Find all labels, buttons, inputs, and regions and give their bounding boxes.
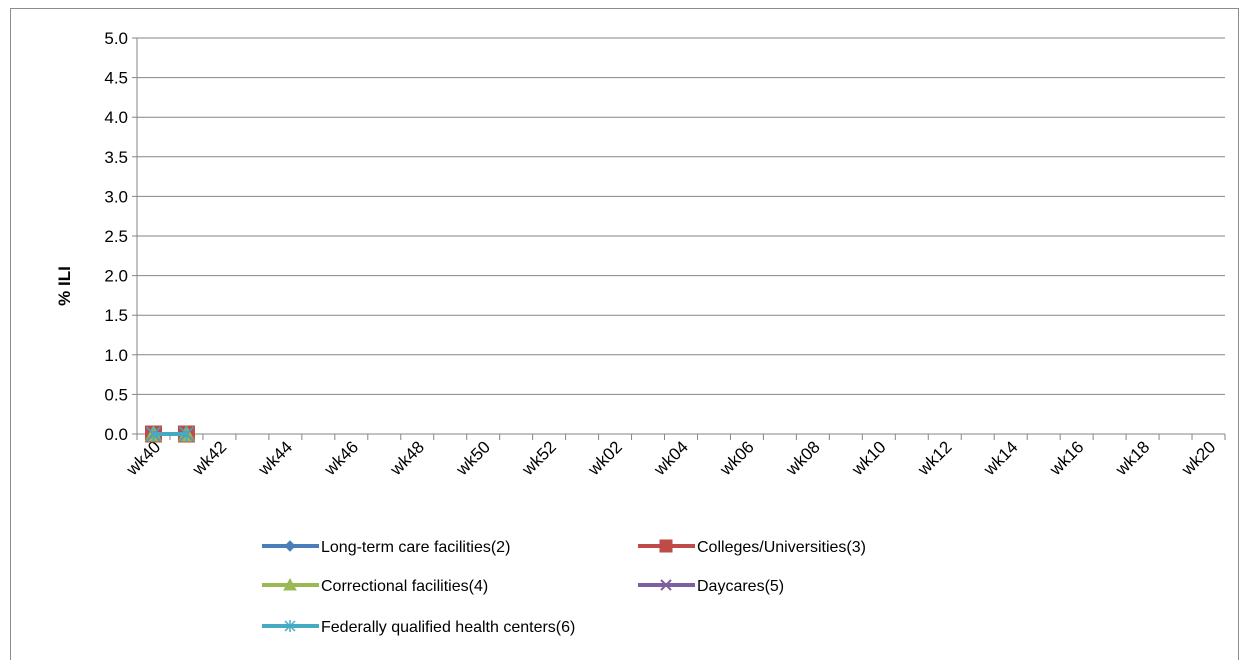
data-point	[284, 620, 296, 632]
x-tick-label: wk14	[979, 437, 1021, 479]
gridlines	[137, 37, 1225, 395]
legend-label: Long-term care facilities(2)	[321, 539, 510, 556]
y-tick-label: 1.0	[104, 346, 128, 365]
series-5	[145, 426, 194, 442]
x-tick-label: wk42	[188, 437, 230, 479]
x-tick-label: wk48	[386, 437, 428, 479]
data-point	[284, 540, 296, 552]
y-tick-label: 3.5	[104, 148, 128, 167]
x-tick-label: wk44	[254, 437, 296, 479]
x-tick-label: wk46	[320, 437, 362, 479]
x-tick-label: wk50	[452, 437, 494, 479]
legend-label: Federally qualified health centers(6)	[321, 619, 575, 636]
y-tick-label: 1.5	[104, 306, 128, 325]
x-tick-label: wk20	[1177, 437, 1219, 479]
y-tick-label: 4.0	[104, 108, 128, 127]
y-tick-label: 0.5	[104, 385, 128, 404]
x-tick-label: wk04	[650, 437, 692, 479]
y-tick-labels: 0.0 0.5 1.0 1.5 2.0 2.5 3.0 3.5 4.0 4.5 5.0	[104, 29, 128, 444]
legend: Long-term care facilities(2) Colleges/Uni…	[262, 539, 866, 636]
x-tick-label: wk10	[847, 437, 889, 479]
data-point	[659, 539, 673, 553]
x-tick-label: wk12	[913, 437, 955, 479]
legend-item: Correctional facilities(4)	[262, 577, 488, 595]
data-point	[178, 426, 194, 442]
legend-label: Daycares(5)	[697, 578, 784, 595]
y-tick-label: 5.0	[104, 29, 128, 48]
y-tick-label: 3.0	[104, 187, 128, 206]
x-tick-label: wk06	[716, 437, 758, 479]
x-tick-labels: wk40 wk42 wk44 wk46 wk48 wk50 wk52 wk02 wk04 wk06…	[122, 437, 1219, 479]
axes	[132, 37, 1226, 440]
legend-label: Correctional facilities(4)	[321, 578, 488, 595]
x-tick-label: wk18	[1111, 437, 1153, 479]
y-tick-label: 0.0	[104, 425, 128, 444]
y-tick-label: 2.0	[104, 267, 128, 286]
x-tick-label: wk08	[782, 437, 824, 479]
x-tick-label: wk40	[122, 437, 164, 479]
x-tick-label: wk16	[1045, 437, 1087, 479]
legend-item: Long-term care facilities(2)	[262, 539, 510, 556]
chart-frame	[10, 8, 1239, 660]
legend-item: Federally qualified health centers(6)	[262, 619, 575, 636]
y-tick-label: 2.5	[104, 227, 128, 246]
legend-item: Colleges/Universities(3)	[638, 539, 866, 556]
series-layer	[144, 424, 196, 443]
data-point	[660, 579, 672, 591]
y-axis-label: % ILI	[55, 266, 74, 306]
x-tick-label: wk02	[584, 437, 626, 479]
legend-item: Daycares(5)	[638, 578, 784, 595]
y-tick-label: 4.5	[104, 69, 128, 88]
legend-label: Colleges/Universities(3)	[697, 539, 866, 556]
data-point	[283, 577, 297, 591]
data-point	[145, 426, 162, 442]
x-tick-label: wk52	[518, 437, 560, 479]
